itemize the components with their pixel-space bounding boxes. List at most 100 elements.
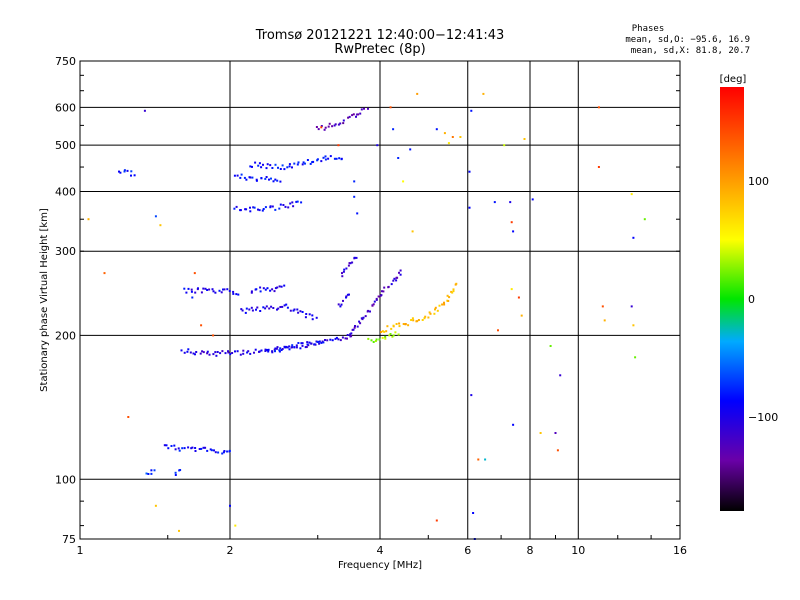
trace-point [351, 261, 354, 264]
trace-point [200, 447, 203, 450]
trace-point [231, 352, 234, 354]
isolated-point [470, 109, 473, 112]
trace-point [178, 449, 181, 452]
isolated-point [472, 512, 475, 514]
isolated-point [200, 324, 203, 327]
isolated-point [601, 305, 604, 308]
trace-point [199, 352, 202, 355]
trace-point [194, 450, 197, 452]
trace-point [209, 448, 212, 451]
y-tick-label: 500 [55, 139, 76, 152]
isolated-point [447, 142, 450, 145]
trace-point [305, 313, 308, 315]
trace-point [280, 285, 283, 288]
trace-point [167, 447, 170, 450]
trace-point [239, 209, 242, 212]
trace-point [278, 285, 281, 288]
trace-point [250, 291, 253, 294]
colorbar-tick-label: −100 [748, 411, 778, 424]
trace-point [271, 351, 274, 354]
isolated-point [531, 198, 534, 201]
trace-point [130, 174, 132, 177]
trace-point [293, 346, 296, 349]
trace-point [302, 161, 305, 164]
trace-point [239, 176, 242, 179]
trace-point [284, 205, 287, 208]
trace-point [375, 298, 378, 301]
isolated-point [376, 144, 379, 147]
trace-point [206, 350, 209, 353]
y-axis-label: Stationary phase Virtual Height [km] [39, 208, 50, 392]
trace-point [119, 171, 122, 174]
isolated-point [634, 356, 637, 359]
trace-point [150, 469, 153, 472]
trace-point [279, 203, 282, 206]
trace-point [346, 293, 349, 296]
trace-point [292, 205, 295, 208]
trace-point [381, 336, 384, 339]
trace-point [347, 116, 350, 119]
trace-point [371, 304, 374, 307]
trace-point [286, 306, 289, 309]
trace-point [324, 126, 327, 129]
trace-point [304, 316, 307, 319]
trace-point [198, 448, 201, 450]
trace-point [287, 206, 290, 209]
isolated-point [503, 144, 506, 147]
trace-point [315, 340, 318, 343]
trace-point [277, 166, 279, 169]
trace-point [262, 163, 264, 166]
trace-point [295, 200, 298, 203]
trace-point [240, 173, 243, 176]
trace-point [315, 126, 318, 128]
trace-point [248, 308, 251, 311]
trace-point [313, 343, 316, 346]
trace-point [296, 163, 299, 166]
trace-point [297, 342, 300, 344]
trace-point [279, 347, 282, 350]
trace-point [180, 349, 183, 352]
trace-point [350, 335, 353, 338]
trace-point [249, 352, 252, 355]
trace-point [266, 163, 269, 166]
stats-o-line: mean, sd,O: −95.6, 16.9 [625, 35, 750, 45]
trace-point [268, 178, 270, 181]
isolated-point [630, 305, 633, 308]
trace-point [274, 350, 276, 353]
trace-point [339, 305, 342, 308]
trace-point [367, 309, 370, 312]
isolated-point [539, 432, 542, 434]
trace-point [337, 338, 340, 341]
trace-point [271, 205, 274, 208]
trace-point [301, 163, 304, 166]
isolated-point [556, 449, 559, 452]
trace-point [226, 288, 229, 291]
trace-point [297, 161, 300, 164]
isolated-point [451, 136, 454, 138]
trace-point [285, 303, 288, 306]
trace-point [335, 336, 338, 339]
trace-point [316, 158, 319, 161]
trace-point [348, 293, 350, 296]
trace-point [395, 279, 398, 282]
isolated-point [643, 218, 646, 221]
trace-point [339, 122, 342, 125]
y-axis-ticks: 75 100 200 300 400 500 600 750 [55, 55, 680, 546]
trace-point [153, 469, 156, 472]
trace-point [393, 277, 396, 280]
isolated-point [397, 157, 400, 159]
isolated-point [497, 329, 499, 332]
trace-point [345, 267, 348, 270]
isolated-point [597, 106, 600, 109]
trace-point [202, 446, 205, 449]
trace-point [293, 308, 296, 311]
trace-point [318, 340, 321, 343]
x-tick-label: 16 [673, 544, 687, 557]
trace-point [276, 346, 279, 349]
trace-point [289, 309, 292, 312]
trace-point [255, 179, 258, 182]
trace-point [391, 335, 394, 338]
colorbar-gradient [720, 87, 744, 511]
trace-point [320, 125, 323, 127]
trace-point [392, 334, 395, 337]
